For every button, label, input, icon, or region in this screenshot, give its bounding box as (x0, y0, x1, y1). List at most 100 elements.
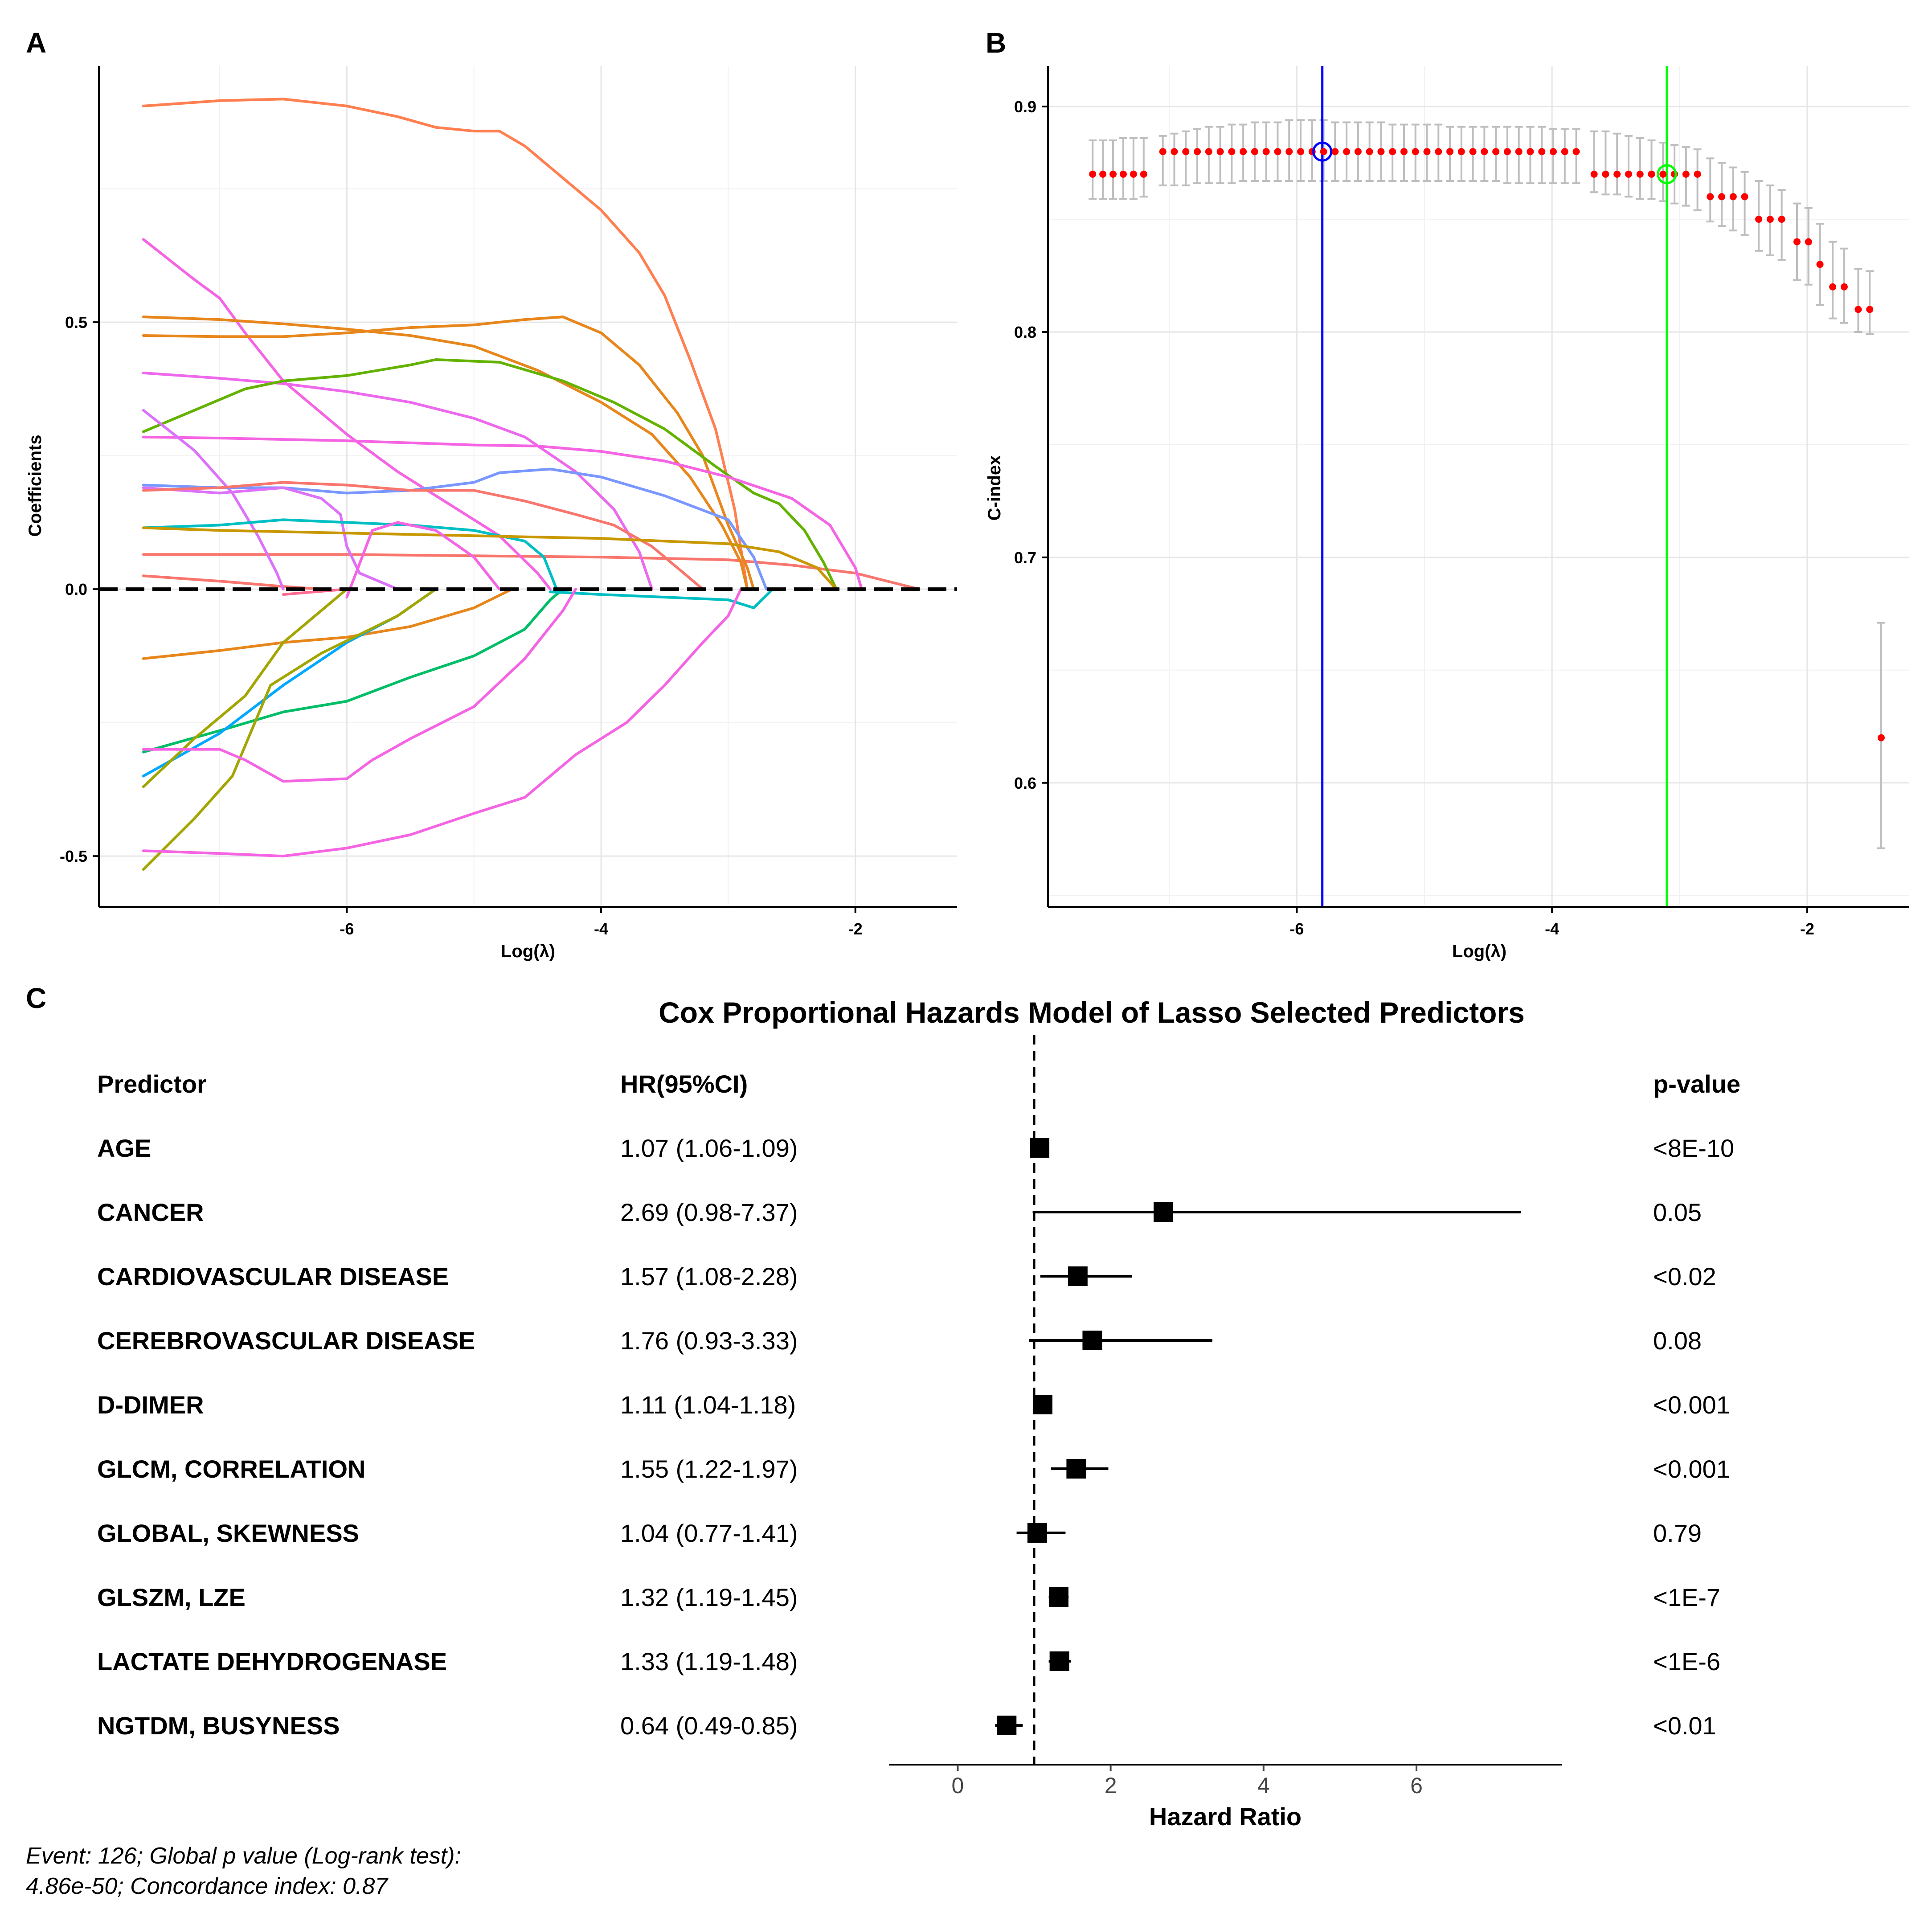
coef-path-16 (345, 521, 501, 599)
hr-ci-text: 1.11 (1.04-1.18) (620, 1391, 796, 1419)
p-value-text: <8E-10 (1653, 1134, 1734, 1162)
cindex-point-55 (1718, 193, 1726, 201)
cindex-point-13 (1228, 148, 1236, 156)
cindex-point-27 (1389, 148, 1396, 156)
y-tick-label: 0.0 (65, 580, 87, 598)
cindex-point-19 (1297, 148, 1305, 156)
footnote-line-2: 4.86e-50; Concordance index: 0.87 (26, 1873, 389, 1899)
panel-a-label: A (26, 27, 46, 59)
forest-x-ticks: 0 2 4 6 (952, 1765, 1423, 1798)
cindex-point-44 (1590, 170, 1598, 178)
cindex-point-52 (1682, 170, 1690, 178)
hr-ci-text: 1.04 (0.77-1.41) (620, 1519, 798, 1547)
hr-ci-text: 1.76 (0.93-3.33) (620, 1327, 798, 1355)
cindex-point-2 (1099, 170, 1107, 178)
coef-path-18 (142, 588, 514, 660)
panel-b-x-title: Log(λ) (1452, 942, 1506, 961)
coef-path-23 (142, 588, 438, 871)
predictor-name: CANCER (97, 1198, 204, 1226)
cindex-point-1 (1089, 170, 1097, 178)
hr-square-5 (1032, 1395, 1052, 1414)
p-value-text: <0.001 (1653, 1455, 1730, 1483)
cindex-point-42 (1561, 148, 1568, 156)
cindex-point-10 (1194, 148, 1201, 156)
x-tick-label: -4 (594, 920, 608, 938)
hr-square-9 (1049, 1651, 1069, 1671)
cindex-point-33 (1457, 148, 1465, 156)
p-value-text: <1E-7 (1653, 1583, 1720, 1611)
panel-a-y-ticks: -0.5 0.0 0.5 (60, 313, 99, 865)
hr-square-4 (1082, 1331, 1102, 1350)
panel-a-x-title: Log(λ) (501, 942, 555, 961)
cindex-point-12 (1216, 148, 1224, 156)
cindex-point-38 (1515, 148, 1523, 156)
p-value-text: 0.08 (1653, 1327, 1702, 1355)
coef-path-5 (142, 315, 749, 591)
cindex-point-65 (1840, 283, 1848, 291)
coef-path-12 (142, 486, 399, 591)
coef-path-10 (142, 409, 285, 591)
cindex-point-4 (1119, 170, 1127, 178)
x-tick-label: 2 (1105, 1773, 1117, 1798)
panel-b-y-ticks: 0.6 0.7 0.8 0.9 (1014, 98, 1048, 792)
cindex-point-58 (1755, 216, 1763, 223)
y-tick-label: 0.8 (1014, 323, 1036, 341)
forest-x-title: Hazard Ratio (1149, 1802, 1302, 1831)
p-value-text: <0.02 (1653, 1262, 1716, 1290)
predictor-name: GLOBAL, SKEWNESS (97, 1519, 359, 1547)
cindex-point-32 (1446, 148, 1454, 156)
y-tick-label: -0.5 (60, 847, 87, 865)
cindex-point-6 (1140, 170, 1147, 178)
coef-path-22 (142, 588, 348, 788)
x-tick-label: -2 (1800, 920, 1814, 938)
cindex-point-11 (1205, 148, 1212, 156)
hr-ci-text: 2.69 (0.98-7.37) (620, 1198, 798, 1226)
cindex-point-59 (1766, 216, 1774, 223)
cindex-point-45 (1602, 170, 1609, 178)
y-tick-label: 0.7 (1014, 549, 1036, 567)
cindex-point-3 (1109, 170, 1117, 178)
hr-square-7 (1027, 1523, 1047, 1543)
hr-ci-text: 0.64 (0.49-0.85) (620, 1712, 798, 1740)
predictor-name: GLCM, CORRELATION (97, 1455, 365, 1483)
cindex-point-31 (1435, 148, 1442, 156)
cindex-point-39 (1527, 148, 1534, 156)
predictor-name: CEREBROVASCULAR DISEASE (97, 1327, 475, 1355)
p-value-text: 0.79 (1653, 1519, 1702, 1547)
coef-path-17 (282, 588, 348, 596)
x-tick-label: -4 (1545, 920, 1559, 938)
hr-ci-text: 1.55 (1.22-1.97) (620, 1455, 798, 1483)
col-header-predictor: Predictor (97, 1070, 207, 1098)
cindex-point-57 (1741, 193, 1748, 201)
y-tick-label: 0.9 (1014, 98, 1036, 116)
coef-path-7 (142, 371, 654, 591)
panel-b-cv-cindex: B 0.6 0.7 0.8 0.9 -6 -4 -2 Log(λ) C-index (985, 27, 1909, 961)
hr-ci-text: 1.57 (1.08-2.28) (620, 1262, 798, 1290)
cindex-point-18 (1285, 148, 1293, 156)
cindex-point-34 (1469, 148, 1477, 156)
cindex-point-16 (1262, 148, 1270, 156)
cindex-point-60 (1778, 216, 1785, 223)
cindex-point-35 (1481, 148, 1488, 156)
forest-rows: AGE 1.07 (1.06-1.09) <8E-10 CANCER 2.69 (0.9… (97, 1134, 1734, 1740)
hr-square-6 (1066, 1459, 1086, 1479)
predictor-name: GLSZM, LZE (97, 1583, 246, 1611)
cindex-point-41 (1550, 148, 1557, 156)
predictor-name: AGE (97, 1134, 151, 1162)
cindex-point-66 (1854, 306, 1862, 313)
forest-marks (995, 1138, 1522, 1735)
cindex-point-56 (1729, 193, 1737, 201)
p-value-text: <0.01 (1653, 1712, 1716, 1740)
x-tick-label: 6 (1410, 1773, 1423, 1798)
cindex-point-62 (1805, 238, 1812, 246)
panel-b-points (1089, 148, 1885, 741)
predictor-name: LACTATE DEHYDROGENASE (97, 1647, 447, 1675)
y-tick-label: 0.5 (65, 313, 87, 332)
cindex-point-46 (1613, 170, 1621, 178)
panel-c-label: C (26, 982, 46, 1014)
x-tick-label: 4 (1257, 1773, 1270, 1798)
cindex-point-8 (1171, 148, 1178, 156)
coef-path-15 (142, 526, 838, 591)
col-header-pvalue: p-value (1653, 1070, 1740, 1098)
cindex-point-5 (1130, 170, 1137, 178)
